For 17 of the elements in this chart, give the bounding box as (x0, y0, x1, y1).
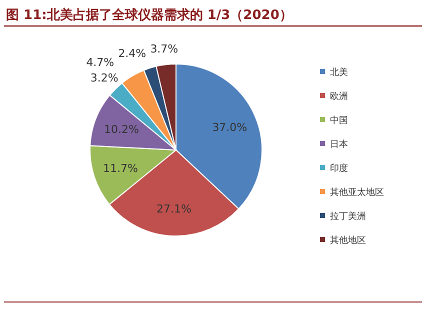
data-label: 37.0% (212, 120, 248, 134)
data-label: 27.1% (156, 202, 192, 216)
legend-label: 欧洲 (330, 91, 348, 102)
data-label: 3.2% (90, 71, 118, 84)
legend-label: 日本 (330, 139, 348, 150)
legend-label: 中国 (330, 115, 348, 126)
data-label: 3.7% (150, 42, 178, 56)
legend-label: 其他地区 (330, 235, 366, 246)
legend-label: 其他亚太地区 (330, 187, 384, 198)
data-label: 10.2% (104, 122, 139, 136)
chart-title: 图 11:北美占据了全球仪器需求的 1/3（2020） (6, 7, 292, 23)
legend-label: 北美 (330, 67, 348, 78)
data-label: 2.4% (118, 46, 146, 60)
data-label: 4.7% (86, 56, 114, 70)
data-label: 11.7% (102, 162, 138, 176)
legend-label: 印度 (330, 163, 348, 174)
legend-label: 拉丁美洲 (330, 211, 366, 222)
